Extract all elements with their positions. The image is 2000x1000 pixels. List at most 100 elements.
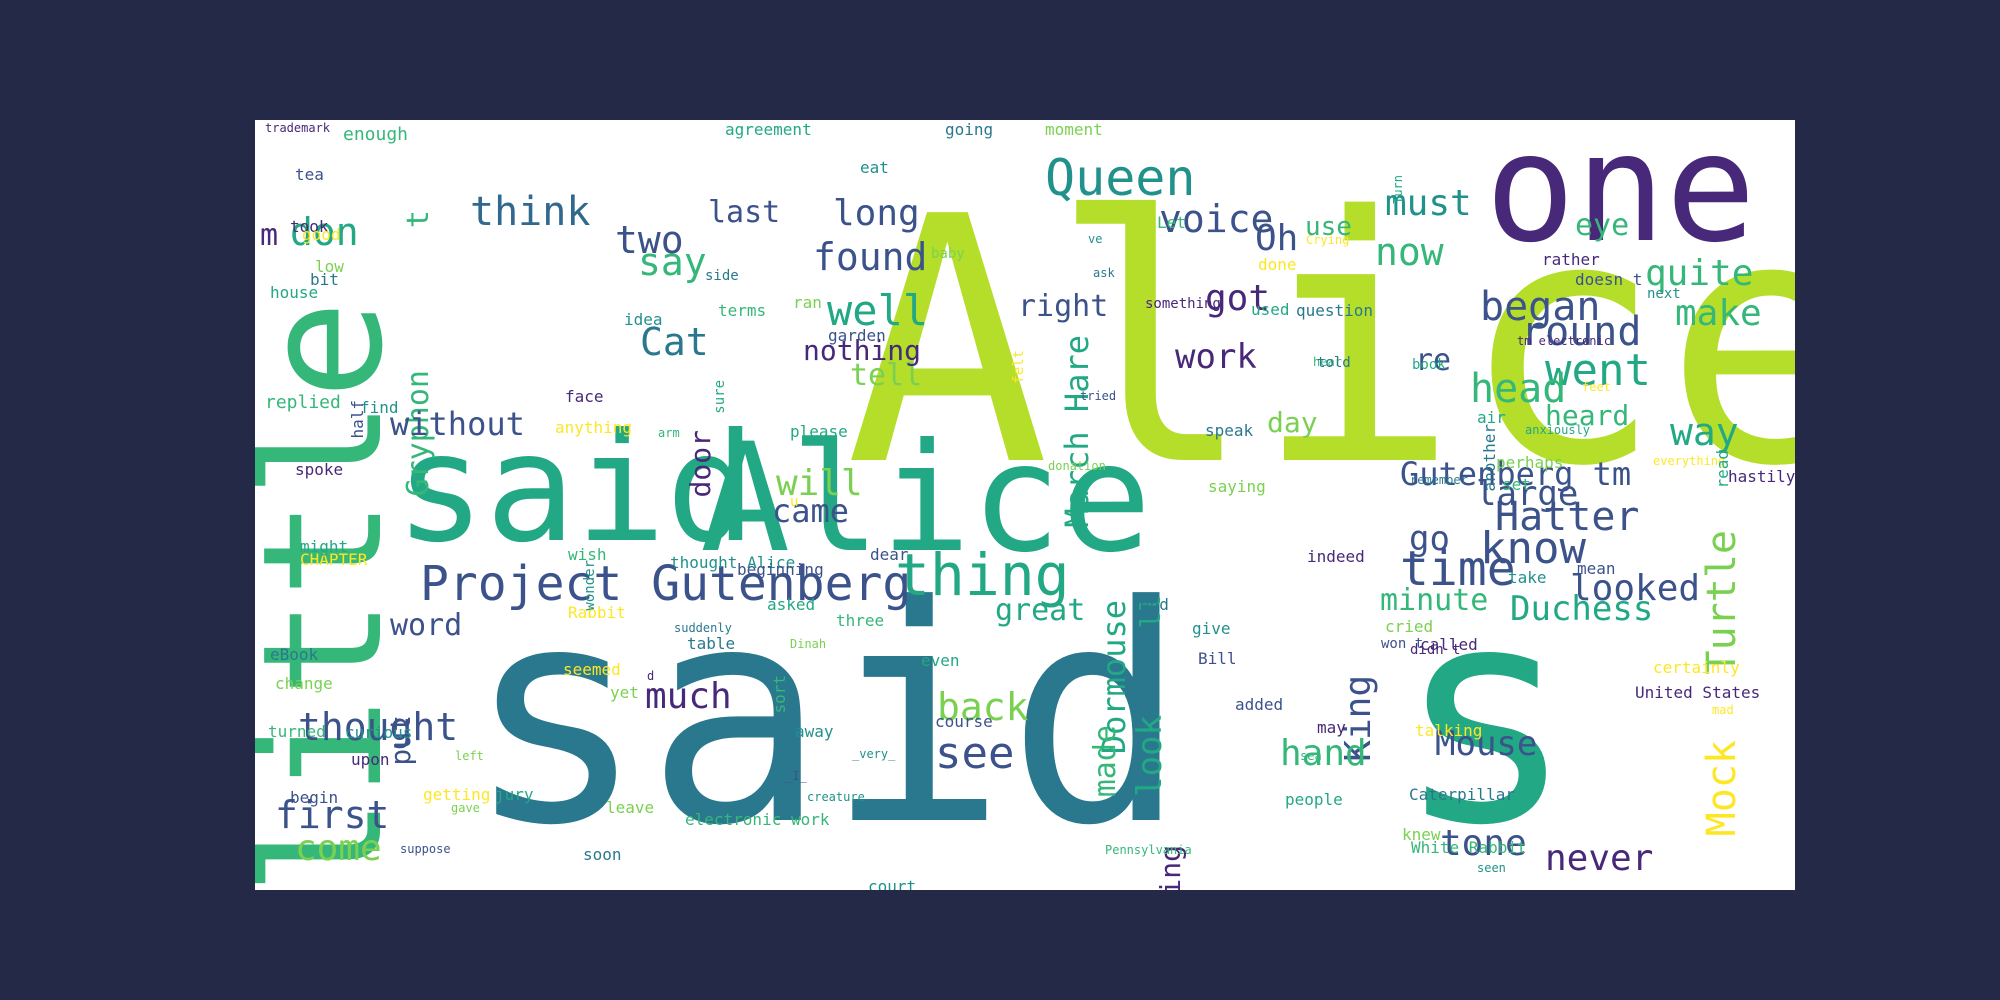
word-garden: garden — [828, 326, 886, 345]
word-word: word — [390, 608, 462, 643]
word-crying: Crying — [1306, 233, 1349, 247]
word-idea: idea — [624, 310, 663, 329]
word-find: find — [360, 398, 399, 417]
word-air: air — [1477, 408, 1506, 427]
word-one: one — [1485, 120, 1756, 276]
word-know: know — [1480, 523, 1586, 574]
word-very: _very_ — [852, 747, 896, 761]
word-half: half — [348, 400, 367, 439]
word-book: book — [1412, 357, 1446, 373]
word-s: s — [1395, 542, 1576, 890]
word-turned: turned — [268, 722, 326, 741]
word-dormouse: Dormouse — [1095, 600, 1133, 754]
word-tea: tea — [295, 165, 324, 184]
word-turn: Turn — [1391, 175, 1405, 204]
word-cried: cried — [1385, 617, 1433, 636]
word-next: next — [1647, 286, 1681, 302]
word-hastily: hastily — [1728, 467, 1795, 486]
word-see: see — [935, 728, 1014, 779]
word-arm: arm — [658, 426, 680, 440]
word-hear: hear — [1313, 355, 1342, 369]
word-u: u — [790, 494, 798, 510]
word-ask: ask — [1093, 266, 1115, 280]
word-great: great — [995, 593, 1085, 628]
word-turtle: Turtle — [1699, 530, 1745, 675]
word-left: left — [455, 749, 484, 763]
word-anxiously: anxiously — [1525, 423, 1590, 437]
word-spoke: spoke — [295, 460, 343, 479]
word-indeed: indeed — [1307, 547, 1365, 566]
word-will: will — [776, 463, 863, 504]
word-looked: looked — [1570, 568, 1700, 609]
word-gave: gave — [451, 801, 480, 815]
word-perhaps: perhaps — [1496, 453, 1563, 472]
word-thought: thought — [298, 705, 458, 749]
word-face: face — [565, 387, 604, 406]
word-m: m — [260, 218, 278, 253]
word-didn-t: didn t — [1410, 642, 1461, 658]
word-oh: Oh — [1255, 218, 1298, 259]
word-please: please — [790, 422, 848, 441]
word-way: way — [1670, 410, 1739, 454]
word-round: round — [1521, 309, 1641, 355]
word-told: told — [1317, 355, 1351, 371]
word-first: first — [275, 793, 389, 837]
word-moment: moment — [1045, 120, 1103, 139]
word-march-hare: March Hare — [1058, 335, 1096, 528]
word-t: t — [401, 210, 436, 228]
word-eye: eye — [1575, 208, 1629, 243]
word-read: read — [1713, 450, 1732, 489]
word-knew: knew — [1402, 825, 1441, 844]
word-won-t: won t — [1381, 636, 1423, 652]
word-course: course — [935, 712, 993, 731]
word-done: done — [1258, 255, 1297, 274]
word-said: said — [465, 542, 1187, 890]
word-heard: heard — [1545, 399, 1629, 432]
word-table: table — [687, 634, 735, 653]
word-upon: upon — [351, 750, 390, 769]
word-getting: getting — [423, 785, 490, 804]
word-bill: Bill — [1198, 649, 1237, 668]
word-sort: sort — [770, 675, 789, 714]
word-quite: quite — [1645, 253, 1753, 294]
word-must: must — [1385, 183, 1472, 224]
word-doesn-t: doesn t — [1575, 270, 1642, 289]
word-found: found — [813, 235, 927, 279]
word-last: last — [708, 195, 780, 230]
word-people: people — [1285, 790, 1343, 809]
word-soon: soon — [583, 845, 622, 864]
word-tone: tone — [1440, 823, 1527, 864]
word-feet: feet — [1582, 380, 1611, 394]
word-saying: saying — [1208, 477, 1266, 496]
word-caterpillar: Caterpillar — [1409, 785, 1515, 804]
word-hand: hand — [1280, 733, 1367, 774]
word-united-states: United States — [1635, 683, 1760, 702]
word-little: little — [255, 300, 419, 890]
word-mock: Mock — [1699, 740, 1745, 836]
word-don: don — [290, 210, 359, 254]
word-good: good — [302, 225, 341, 244]
word-house: house — [270, 283, 318, 302]
word-dinah: Dinah — [790, 637, 826, 651]
word-tell: tell — [850, 358, 922, 393]
word-let: Let — [1157, 213, 1186, 232]
word-long: long — [833, 193, 920, 234]
word-made: made — [1088, 725, 1123, 797]
word-d: d — [647, 669, 654, 683]
word-called: called — [1420, 635, 1478, 654]
word-tried: tried — [1080, 389, 1116, 403]
word-day: day — [1267, 406, 1318, 439]
word-asked: asked — [767, 595, 815, 614]
word-seen: seen — [1477, 861, 1506, 875]
word-speak: speak — [1205, 421, 1254, 440]
word-said: said — [395, 402, 756, 576]
word-begin: begin — [290, 788, 338, 807]
word-began: began — [1480, 284, 1600, 330]
word-felt: felt — [1011, 350, 1027, 384]
word-change: change — [275, 674, 333, 693]
word-talking: talking — [1415, 721, 1482, 740]
word-three: three — [836, 611, 884, 630]
word-baby: baby — [931, 246, 965, 262]
word-yet: yet — [610, 683, 639, 702]
word-put: put — [384, 715, 417, 766]
